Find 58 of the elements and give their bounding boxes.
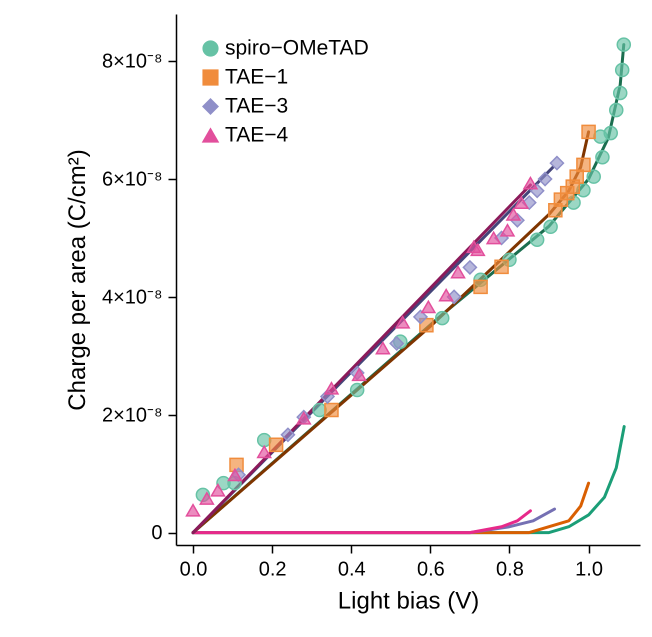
point [581, 124, 596, 140]
legend-label: TAE−3 [225, 94, 288, 118]
point [523, 176, 538, 190]
point [494, 260, 509, 274]
point [376, 342, 390, 355]
point [569, 169, 584, 184]
point [538, 172, 552, 186]
point [462, 260, 478, 275]
point [389, 336, 404, 351]
point [616, 37, 632, 52]
point [530, 232, 544, 247]
point [324, 402, 339, 418]
point [324, 382, 339, 395]
y-tick-label: 2×10⁻⁸ [102, 404, 162, 426]
point [506, 208, 521, 221]
point [486, 232, 501, 244]
point [576, 158, 591, 172]
point [228, 468, 242, 482]
x-tick-label: 1.0 [575, 558, 603, 580]
point [434, 310, 450, 326]
point [586, 169, 601, 184]
point [200, 492, 214, 505]
legend-label: TAE−1 [225, 66, 288, 88]
point [413, 310, 428, 324]
point [595, 150, 610, 164]
y-tick-label: 6×10⁻⁸ [102, 168, 162, 191]
y-tick-label: 8×10⁻⁸ [102, 50, 162, 73]
point [500, 224, 515, 237]
legend-label: TAE−4 [225, 124, 289, 146]
point [473, 280, 488, 294]
x-tick-label: 0.4 [338, 558, 366, 580]
x-tick-label: 0.8 [496, 558, 524, 580]
point [395, 316, 410, 329]
point [438, 288, 454, 302]
point [608, 102, 624, 118]
point [210, 484, 226, 497]
point [550, 156, 564, 170]
point [350, 382, 364, 398]
x-tick-label: 0.2 [258, 558, 287, 580]
point [450, 266, 466, 279]
y-axis-title: Charge per area (C/cm²) [64, 149, 92, 411]
x-axis-title: Light bias (V) [338, 588, 480, 614]
point [603, 126, 618, 140]
x-tick-label: 0.6 [416, 558, 445, 580]
point [614, 62, 630, 78]
y-tick-label: 4×10⁻⁸ [102, 286, 162, 308]
point [280, 428, 296, 442]
point [543, 219, 558, 234]
legend-label: spiro−OMeTAD [225, 36, 369, 60]
point [186, 504, 200, 517]
point [268, 438, 284, 452]
x-tick-label: 0.0 [180, 558, 208, 580]
point [421, 300, 436, 314]
point [514, 196, 529, 209]
y-tick-label: 0 [151, 522, 162, 544]
point [256, 445, 272, 458]
point [470, 243, 486, 256]
point [612, 86, 628, 100]
